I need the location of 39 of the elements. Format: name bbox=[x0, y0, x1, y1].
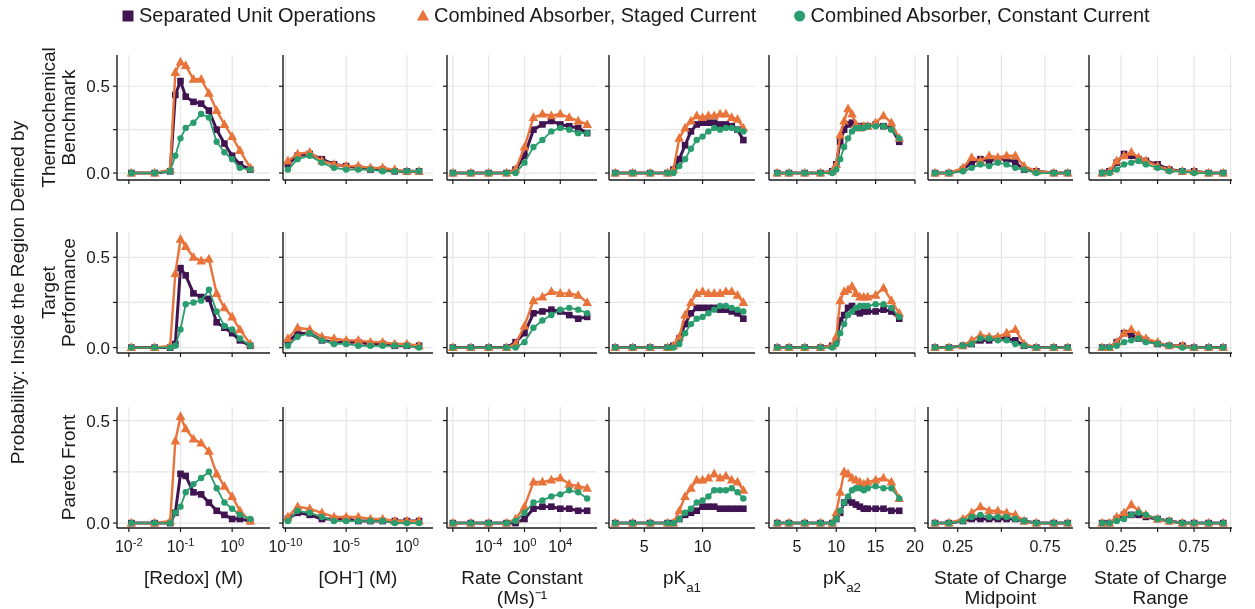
y-tick-label: 0.5 bbox=[86, 77, 110, 97]
y-axis-title: Target Performance bbox=[38, 238, 79, 347]
y-axis-title: Thermochemical Benchmark bbox=[38, 47, 79, 188]
x-axis-title: State of Charge Midpoint bbox=[933, 567, 1068, 608]
legend-label: Separated Unit Operations bbox=[139, 4, 376, 26]
y-axis-title: Pareto Front bbox=[58, 413, 79, 521]
x-axis-title: [OH⁻] (M) bbox=[318, 567, 398, 588]
legend-label: Combined Absorber, Constant Current bbox=[810, 4, 1151, 26]
x-tick-label: 20 bbox=[906, 538, 924, 555]
x-tick-label: 10$^{-10}$ bbox=[268, 536, 303, 555]
x-tick-label: 10$^{0}$ bbox=[220, 536, 245, 555]
y-tick-label: 0.0 bbox=[86, 164, 110, 184]
x-tick-label: 10 bbox=[827, 538, 846, 555]
x-axis-title: State of Charge Range bbox=[1093, 567, 1228, 608]
x-tick-label: 10$^{-5}$ bbox=[332, 536, 361, 555]
x-tick-label: 0.75 bbox=[1178, 538, 1210, 555]
legend-label: Combined Absorber, Staged Current bbox=[434, 4, 757, 26]
x-tick-label: 10$^{-4}$ bbox=[474, 536, 503, 555]
x-axis-title: pK$_{a2}$ bbox=[822, 567, 862, 595]
y-tick-label: 0.0 bbox=[86, 514, 110, 534]
x-tick-label: 10$^{-1}$ bbox=[166, 536, 195, 555]
x-tick-label: 0.25 bbox=[942, 538, 974, 555]
x-tick-label: 5 bbox=[792, 538, 802, 555]
x-axis-title: [Redox] (M) bbox=[143, 567, 244, 588]
x-axis-title: Rate Constant (Ms)⁻¹ bbox=[461, 567, 584, 608]
x-tick-label: 0.75 bbox=[1029, 538, 1061, 555]
x-tick-label: 5 bbox=[639, 538, 649, 555]
y-tick-label: 0.5 bbox=[86, 248, 110, 268]
x-tick-label: 10$^{4}$ bbox=[548, 536, 573, 555]
y-tick-label: 0.0 bbox=[86, 338, 110, 358]
y-tick-label: 0.5 bbox=[86, 411, 110, 431]
x-tick-label: 10$^{0}$ bbox=[512, 536, 537, 555]
x-tick-label: 15 bbox=[866, 538, 885, 555]
x-tick-label: 10 bbox=[693, 538, 712, 555]
x-tick-label: 0.25 bbox=[1105, 538, 1137, 555]
x-tick-label: 10$^{0}$ bbox=[394, 536, 419, 555]
text: Probability: Inside the Region Defined by bbox=[7, 120, 28, 465]
x-tick-label: 10$^{-2}$ bbox=[114, 536, 143, 555]
x-axis-title: pK$_{a1}$ bbox=[662, 567, 702, 595]
